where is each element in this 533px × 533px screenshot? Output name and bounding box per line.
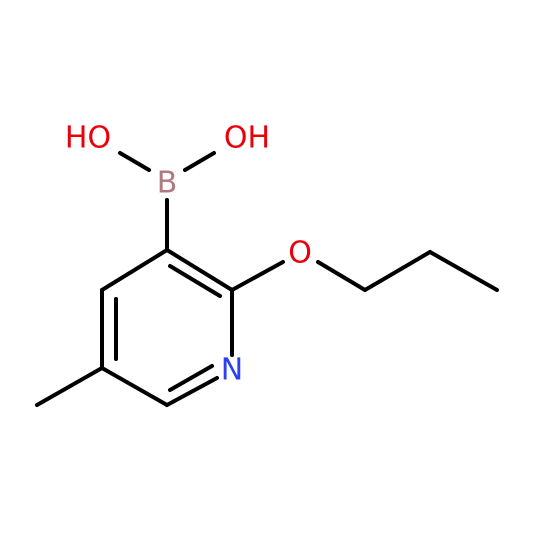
bond bbox=[100, 248, 169, 292]
atom-label: OH bbox=[224, 121, 270, 156]
bond bbox=[183, 151, 216, 172]
bond bbox=[165, 248, 234, 292]
bond bbox=[316, 260, 367, 292]
atom-label: HO bbox=[65, 121, 111, 156]
bond bbox=[363, 250, 432, 292]
bond bbox=[168, 264, 222, 298]
atom-label: B bbox=[157, 166, 178, 201]
bond bbox=[428, 250, 499, 292]
bond bbox=[165, 376, 219, 407]
bonds bbox=[35, 151, 499, 407]
atom-label: N bbox=[221, 353, 243, 388]
bond bbox=[168, 364, 214, 392]
bond bbox=[100, 366, 169, 407]
bond bbox=[118, 151, 151, 172]
bond bbox=[35, 366, 104, 407]
bond bbox=[230, 260, 285, 292]
atom-label: O bbox=[288, 236, 312, 271]
